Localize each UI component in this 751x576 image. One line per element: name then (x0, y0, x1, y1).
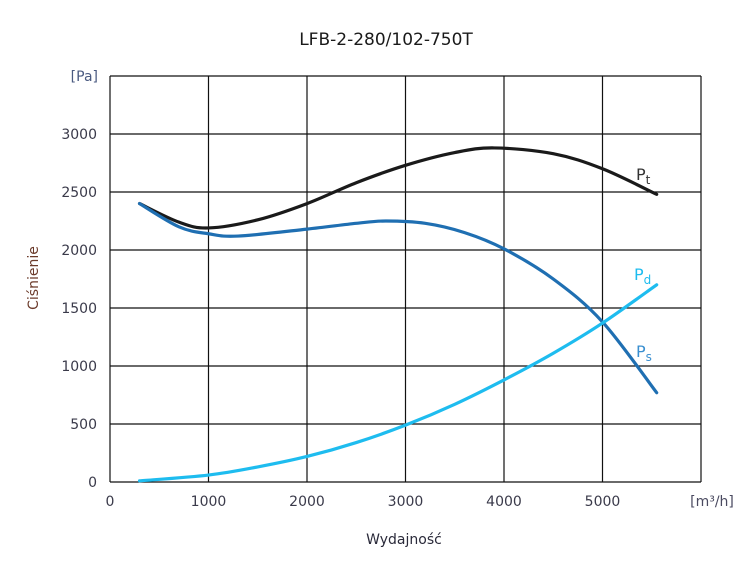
y-tick-label: 2500 (61, 185, 97, 201)
series-label-sub: s (646, 350, 652, 364)
y-tick-label: 2000 (61, 243, 97, 259)
series-label-pd: Pd (634, 265, 651, 287)
x-unit: [m³/h] (690, 494, 734, 510)
y-tick-label: 1000 (61, 359, 97, 375)
x-tick-label: 1000 (191, 494, 227, 510)
y-unit: [Pa] (71, 69, 98, 85)
chart-title: LFB-2-280/102-750T (299, 30, 473, 50)
series-label-ps: Ps (636, 342, 652, 364)
x-tick-label: 3000 (388, 494, 424, 510)
tick-labels: 0 1000 2000 3000 4000 5000 0 500 1000 1500 2000 250… (61, 127, 620, 510)
y-tick-label: 1500 (61, 301, 97, 317)
x-axis-label: Wydajność (366, 532, 442, 548)
series-label-sub: t (646, 173, 651, 187)
x-tick-label: 2000 (289, 494, 325, 510)
series-label-main: P (634, 265, 644, 284)
x-tick-label: 5000 (585, 494, 621, 510)
series-label-pt: Pt (636, 165, 651, 187)
series-label-main: P (636, 165, 646, 184)
y-tick-label: 0 (88, 475, 97, 491)
y-tick-label: 3000 (61, 127, 97, 143)
y-axis-label: Ciśnienie (26, 246, 42, 310)
series-line-ps (137, 202, 659, 395)
x-tick-label: 4000 (486, 494, 522, 510)
series-label-main: P (636, 342, 646, 361)
series-label-sub: d (644, 273, 652, 287)
y-tick-label: 500 (70, 417, 97, 433)
x-tick-label: 0 (106, 494, 115, 510)
series-line-pd (137, 283, 659, 483)
grid (109, 75, 702, 483)
series-line-pt (137, 146, 659, 230)
